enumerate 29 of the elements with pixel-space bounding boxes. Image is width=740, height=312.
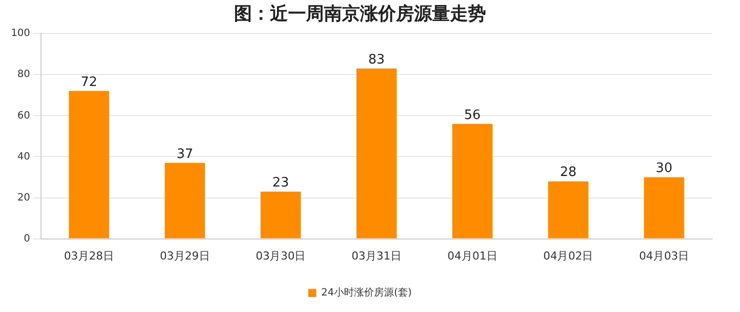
x-tick-label: 03月31日 — [352, 249, 402, 262]
x-tick-label: 04月03日 — [639, 249, 690, 262]
y-tick-label: 40 — [17, 151, 30, 162]
bar — [644, 177, 684, 238]
x-tick-label: 04月01日 — [447, 249, 498, 262]
bar — [452, 124, 493, 238]
y-tick-label: 80 — [17, 69, 30, 80]
y-tick-label: 100 — [10, 28, 30, 40]
chart-title: 图：近一周南京涨价房源量走势 — [234, 3, 486, 24]
x-tick-label: 04月02日 — [543, 249, 594, 262]
y-tick-label: 0 — [24, 233, 30, 244]
bar — [68, 91, 110, 238]
data-label: 23 — [272, 175, 289, 190]
data-label: 28 — [560, 165, 577, 180]
data-label: 37 — [176, 146, 194, 162]
data-label: 30 — [656, 161, 672, 176]
legend-label: 24小时涨价房源(套) — [321, 286, 412, 299]
data-label: 72 — [80, 74, 98, 90]
bar — [260, 192, 301, 238]
bar — [164, 162, 205, 238]
data-label: 56 — [464, 108, 481, 123]
bar — [548, 181, 588, 238]
y-tick-label: 60 — [17, 110, 30, 122]
x-tick-label: 03月28日 — [64, 249, 114, 262]
x-tick-label: 03月30日 — [256, 249, 306, 262]
x-tick-label: 03月29日 — [160, 249, 210, 262]
bar — [356, 68, 397, 238]
y-tick-label: 20 — [17, 192, 30, 204]
data-label: 83 — [368, 52, 385, 68]
